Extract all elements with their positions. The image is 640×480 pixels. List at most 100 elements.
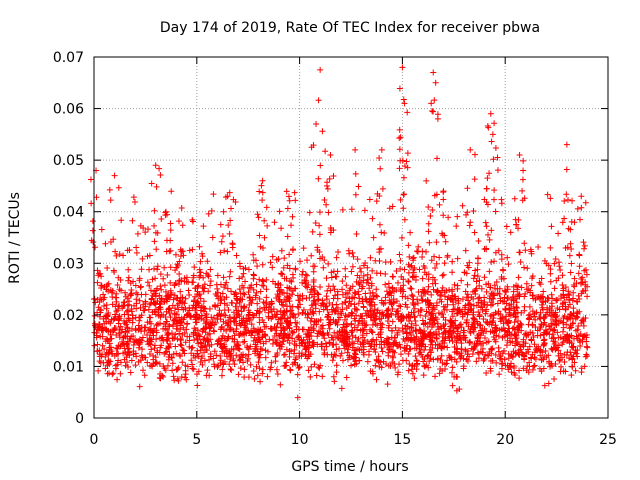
data-point — [487, 110, 494, 117]
data-point — [432, 280, 439, 287]
data-point — [324, 185, 331, 192]
data-point — [486, 268, 493, 275]
data-point — [563, 141, 570, 148]
data-point — [130, 194, 137, 201]
data-point — [524, 363, 531, 370]
data-point — [504, 283, 511, 290]
data-point — [471, 272, 478, 279]
data-point — [361, 337, 368, 344]
data-point — [148, 180, 155, 187]
data-point — [561, 215, 568, 222]
data-point — [245, 307, 252, 314]
data-point — [106, 361, 113, 368]
data-point — [88, 200, 95, 207]
data-point — [492, 351, 499, 358]
data-point — [232, 291, 239, 298]
data-point — [348, 321, 355, 328]
data-point — [152, 311, 159, 318]
data-point — [440, 314, 447, 321]
data-point — [254, 211, 261, 218]
data-point — [380, 313, 387, 320]
data-point — [442, 329, 449, 336]
data-point — [464, 309, 471, 316]
data-point — [219, 233, 226, 240]
data-point — [541, 257, 548, 264]
data-point — [287, 314, 294, 321]
data-point — [581, 245, 588, 252]
data-point — [139, 334, 146, 341]
data-point — [537, 346, 544, 353]
data-point — [420, 372, 427, 379]
data-point — [367, 343, 374, 350]
data-point — [446, 286, 453, 293]
data-point — [529, 292, 536, 299]
data-point — [403, 345, 410, 352]
data-point — [505, 319, 512, 326]
data-point — [103, 326, 110, 333]
data-point — [91, 312, 98, 319]
data-point — [449, 313, 456, 320]
data-point — [228, 205, 235, 212]
data-point — [580, 322, 587, 329]
data-point — [169, 360, 176, 367]
data-point — [562, 306, 569, 313]
data-point — [167, 237, 174, 244]
data-point — [499, 314, 506, 321]
data-point — [547, 195, 554, 202]
data-point — [94, 267, 101, 274]
data-point — [310, 263, 317, 270]
data-point — [259, 197, 266, 204]
data-point — [391, 349, 398, 356]
data-point — [343, 282, 350, 289]
data-point — [509, 354, 516, 361]
data-point — [376, 249, 383, 256]
data-point — [425, 271, 432, 278]
data-point — [148, 296, 155, 303]
data-point — [321, 335, 328, 342]
data-point — [277, 286, 284, 293]
data-point — [150, 352, 157, 359]
data-point — [153, 183, 160, 190]
data-point — [256, 232, 263, 239]
data-point — [248, 321, 255, 328]
data-point — [526, 359, 533, 366]
data-point — [279, 311, 286, 318]
y-tick-labels: 00.010.020.030.040.050.060.07 — [53, 50, 84, 427]
data-point — [323, 293, 330, 300]
data-point — [579, 338, 586, 345]
data-point — [169, 335, 176, 342]
data-point — [154, 321, 161, 328]
data-point — [367, 326, 374, 333]
data-point — [310, 268, 317, 275]
data-point — [529, 322, 536, 329]
data-point — [197, 295, 204, 302]
data-point — [497, 297, 504, 304]
data-point — [504, 254, 511, 261]
data-point — [409, 293, 416, 300]
data-point — [348, 309, 355, 316]
data-point — [580, 239, 587, 246]
data-point — [94, 279, 101, 286]
data-point — [584, 283, 591, 290]
data-point — [533, 345, 540, 352]
data-point — [316, 231, 323, 238]
data-point — [226, 230, 233, 237]
data-point — [483, 328, 490, 335]
data-point — [481, 335, 488, 342]
data-point — [280, 352, 287, 359]
data-point — [160, 373, 167, 380]
data-point — [519, 176, 526, 183]
data-point — [123, 319, 130, 326]
data-point — [447, 354, 454, 361]
data-point — [414, 296, 421, 303]
data-point — [144, 279, 151, 286]
data-point — [433, 316, 440, 323]
data-point — [574, 314, 581, 321]
data-point — [132, 362, 139, 369]
data-point — [487, 358, 494, 365]
data-point — [261, 307, 268, 314]
data-point — [578, 193, 585, 200]
data-point — [328, 351, 335, 358]
data-point — [431, 306, 438, 313]
data-point — [520, 157, 527, 164]
